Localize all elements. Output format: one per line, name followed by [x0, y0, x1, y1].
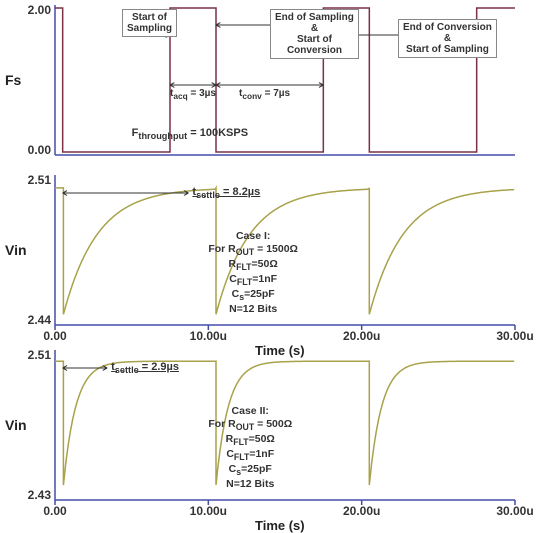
p2-ytick-low: 2.44: [28, 313, 51, 327]
x-tick-label: 30.00u: [495, 504, 535, 518]
annot-end-sampling: End of Sampling&Start ofConversion: [270, 9, 359, 59]
p3-xlabel: Time (s): [255, 518, 305, 533]
p2-case-text: Case I:For ROUT = 1500ΩRFLT=50ΩCFLT=1nFC…: [208, 230, 298, 316]
p2-ylabel: Vin: [5, 242, 27, 258]
x-tick-label: 0.00: [35, 504, 75, 518]
t-acq-label: tacq = 3µs: [170, 88, 216, 101]
x-tick-label: 20.00u: [342, 329, 382, 343]
x-tick-label: 10.00u: [188, 504, 228, 518]
x-tick-label: 30.00u: [495, 329, 535, 343]
p2-tsettle: tsettle = 8.2µs: [192, 186, 260, 200]
annot-end-conversion: End of Conversion&Start of Sampling: [398, 19, 497, 58]
p3-ytick-high: 2.51: [28, 348, 51, 362]
x-tick-label: 0.00: [35, 329, 75, 343]
p1-ytick-high: 2.00: [28, 3, 51, 17]
annot-start-sampling: Start ofSampling: [122, 9, 177, 37]
x-tick-label: 10.00u: [188, 329, 228, 343]
p2-ytick-high: 2.51: [28, 173, 51, 187]
p2-xlabel: Time (s): [255, 343, 305, 358]
p1-ylabel: Fs: [5, 72, 21, 88]
p3-case-text: Case II:For ROUT = 500ΩRFLT=50ΩCFLT=1nFC…: [208, 405, 292, 491]
p3-ytick-low: 2.43: [28, 488, 51, 502]
f-throughput-label: Fthroughput = 100KSPS: [132, 127, 248, 141]
p3-tsettle: tsettle = 2.9µs: [111, 361, 179, 375]
p1-ytick-low: 0.00: [28, 143, 51, 157]
t-conv-label: tconv = 7µs: [239, 88, 290, 101]
x-tick-label: 20.00u: [342, 504, 382, 518]
p3-ylabel: Vin: [5, 417, 27, 433]
